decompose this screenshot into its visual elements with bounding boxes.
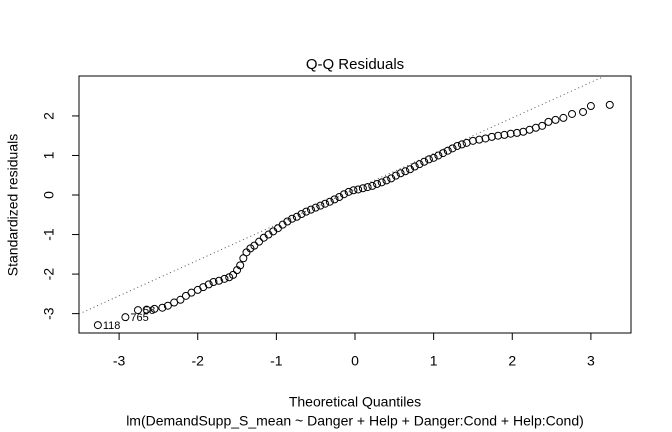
point	[434, 151, 443, 160]
point-label: 58	[143, 305, 155, 317]
y-tick-label: 1	[41, 151, 57, 159]
point	[133, 306, 142, 315]
point	[220, 274, 229, 283]
point	[391, 171, 400, 180]
y-axis-label: Standardized residuals	[5, 134, 21, 276]
point	[344, 187, 353, 196]
y-tick-label: 0	[41, 191, 57, 199]
point	[288, 214, 297, 223]
x-tick-label: 0	[351, 353, 359, 369]
point	[457, 140, 466, 149]
point	[579, 107, 588, 116]
point	[429, 153, 438, 162]
point	[204, 280, 213, 289]
point	[538, 121, 547, 130]
plot-frame	[78, 75, 632, 334]
x-tick-label: -3	[113, 353, 126, 369]
point	[475, 135, 484, 144]
point	[439, 149, 448, 158]
point	[214, 276, 223, 285]
point	[150, 304, 159, 313]
point	[121, 313, 130, 322]
point	[93, 321, 102, 330]
point-label: 118	[103, 320, 121, 332]
point	[586, 102, 595, 111]
point	[544, 117, 553, 126]
point	[568, 109, 577, 118]
point	[377, 178, 386, 187]
y-tick-label: -1	[41, 228, 57, 241]
point	[354, 185, 363, 194]
point	[500, 130, 509, 139]
point	[325, 197, 334, 206]
point	[424, 155, 433, 164]
point	[292, 212, 301, 221]
point	[321, 199, 330, 208]
point	[468, 136, 477, 145]
point	[255, 237, 264, 246]
point	[283, 217, 292, 226]
point	[387, 174, 396, 183]
y-tick-label: -2	[41, 268, 57, 281]
point	[311, 203, 320, 212]
point	[176, 295, 185, 304]
point	[368, 181, 377, 190]
point	[406, 165, 415, 174]
point	[443, 146, 452, 155]
x-tick-label: 1	[430, 353, 438, 369]
point	[401, 167, 410, 176]
y-tick-label: -3	[41, 307, 57, 320]
point	[302, 207, 311, 216]
point	[551, 115, 560, 124]
x-tick-label: 2	[508, 353, 516, 369]
point	[163, 301, 172, 310]
chart-title: Q-Q Residuals	[306, 56, 404, 73]
x-tick-label: -2	[192, 353, 205, 369]
point	[487, 132, 496, 141]
point	[316, 201, 325, 210]
point	[415, 160, 424, 169]
point	[396, 169, 405, 178]
point	[209, 277, 218, 286]
point	[225, 273, 234, 282]
point	[494, 131, 503, 140]
x-axis-label: Theoretical Quantiles	[289, 394, 421, 410]
point	[242, 248, 251, 257]
point	[158, 303, 167, 312]
point	[349, 186, 358, 195]
subtitle: lm(DemandSupp_S_mean ~ Danger + Help + D…	[126, 413, 584, 429]
point	[410, 162, 419, 171]
point	[448, 144, 457, 153]
x-tick-label: 3	[587, 353, 595, 369]
point	[250, 241, 259, 250]
point	[382, 176, 391, 185]
point	[339, 190, 348, 199]
point	[512, 128, 521, 137]
point	[236, 261, 245, 270]
y-tick-label: 2	[41, 112, 57, 120]
point	[229, 270, 238, 279]
point	[605, 100, 614, 109]
point	[373, 179, 382, 188]
point	[306, 205, 315, 214]
point	[420, 157, 429, 166]
point	[335, 192, 344, 201]
point	[358, 184, 367, 193]
point-label: 765	[130, 312, 148, 324]
point	[297, 209, 306, 218]
point	[453, 141, 462, 150]
point	[506, 129, 515, 138]
reference-line	[79, 76, 607, 315]
point	[330, 195, 339, 204]
point	[363, 183, 372, 192]
point	[559, 113, 568, 122]
x-tick-label: -1	[270, 353, 283, 369]
point	[142, 305, 151, 314]
